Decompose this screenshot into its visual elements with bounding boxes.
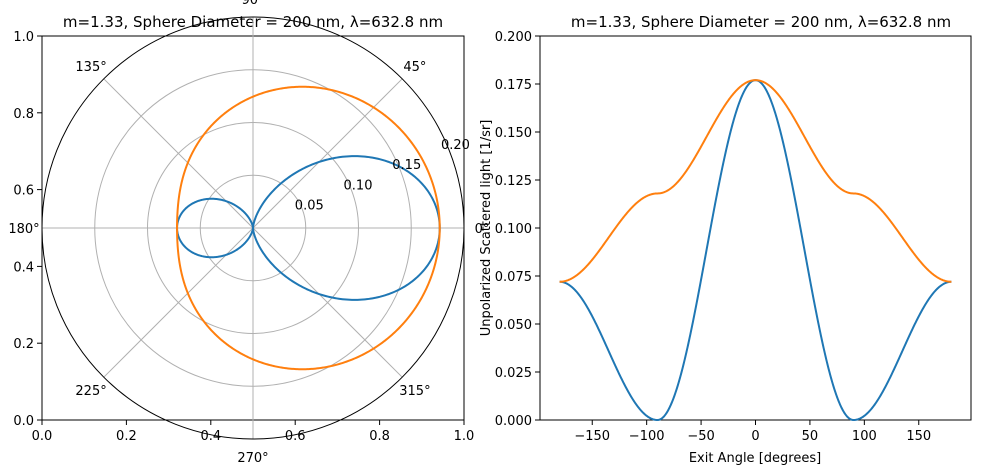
polar-theta-tick-label: 135° [75, 60, 106, 75]
line-y-tick-label: 0.025 [495, 366, 532, 381]
polar-frame-x-tick-label: 0.6 [285, 429, 306, 444]
line-y-axis-label: Unpolarized Scattered light [1/sr] [479, 120, 494, 337]
line-x-tick-label: −150 [574, 429, 610, 444]
line-y-tick-label: 0.175 [495, 78, 532, 93]
line-y-tick-label: 0.125 [495, 174, 532, 189]
line-x-tick-label: −50 [687, 429, 714, 444]
line-x-tick-label: 100 [852, 429, 877, 444]
polar-series [176, 85, 441, 371]
line-x-axis-label: Exit Angle [degrees] [689, 451, 821, 466]
line-series [559, 79, 952, 422]
polar-frame-y-tick-label: 0.6 [13, 184, 34, 199]
polar-frame-x-tick-label: 0.2 [116, 429, 137, 444]
polar-frame-y-tick-label: 0.8 [13, 107, 34, 122]
polar-series-line-2 [176, 85, 441, 371]
polar-frame-y-tick-label: 0.4 [13, 260, 34, 275]
polar-theta-tick-label: 270° [237, 451, 268, 466]
polar-theta-tick-label: 225° [75, 384, 106, 399]
line-axes: −150 −100 −50 0 50 100 150 0.000 0.025 0.050 0.075… [495, 30, 931, 444]
line-y-tick-label: 0.075 [495, 270, 532, 285]
line-x-tick-label: −100 [629, 429, 665, 444]
line-x-tick-label: 150 [906, 429, 931, 444]
polar-theta-tick-label: 45° [403, 60, 426, 75]
polar-theta-tick-label: 90° [241, 0, 264, 8]
polar-r-tick-label: 0.10 [344, 178, 373, 193]
line-y-tick-label: 0.200 [495, 30, 532, 45]
polar-frame-x-tick-label: 0.0 [32, 429, 53, 444]
line-chart-title: m=1.33, Sphere Diameter = 200 nm, λ=632.… [571, 13, 951, 31]
polar-frame-y-tick-label: 1.0 [13, 30, 34, 45]
polar-theta-tick-label: 180° [8, 222, 39, 237]
polar-r-tick-label: 0.05 [295, 199, 324, 214]
line-y-tick-label: 0.000 [495, 414, 532, 429]
polar-frame-x-tick-label: 0.4 [200, 429, 221, 444]
line-x-tick-label: 0 [751, 429, 759, 444]
line-y-tick-label: 0.100 [495, 222, 532, 237]
line-chart: m=1.33, Sphere Diameter = 200 nm, λ=632.… [479, 13, 972, 466]
polar-chart: m=1.33, Sphere Diameter = 200 nm, λ=632.… [8, 0, 489, 466]
polar-labels: 0.05 0.10 0.15 0.20 0° 45° 90° 135° 180° 225° 270°… [8, 0, 489, 466]
polar-r-tick-label: 0.20 [441, 138, 470, 153]
line-series-2 [559, 79, 952, 283]
line-y-tick-label: 0.150 [495, 126, 532, 141]
polar-frame-ticks: 0.0 0.2 0.4 0.6 0.8 1.0 0.0 0.2 0.4 0.6 0.8 1.0 [13, 30, 474, 444]
polar-theta-tick-label: 315° [399, 384, 430, 399]
polar-theta-tick-label: 0° [475, 222, 490, 237]
line-x-tick-label: 50 [802, 429, 819, 444]
polar-frame-y-tick-label: 0.2 [13, 337, 34, 352]
line-y-tick-label: 0.050 [495, 318, 532, 333]
polar-frame-x-tick-label: 0.8 [369, 429, 390, 444]
polar-boundary [41, 16, 465, 440]
polar-frame-y-tick-label: 0.0 [13, 414, 34, 429]
polar-r-tick-label: 0.15 [392, 158, 421, 173]
polar-frame-x-tick-label: 1.0 [454, 429, 475, 444]
